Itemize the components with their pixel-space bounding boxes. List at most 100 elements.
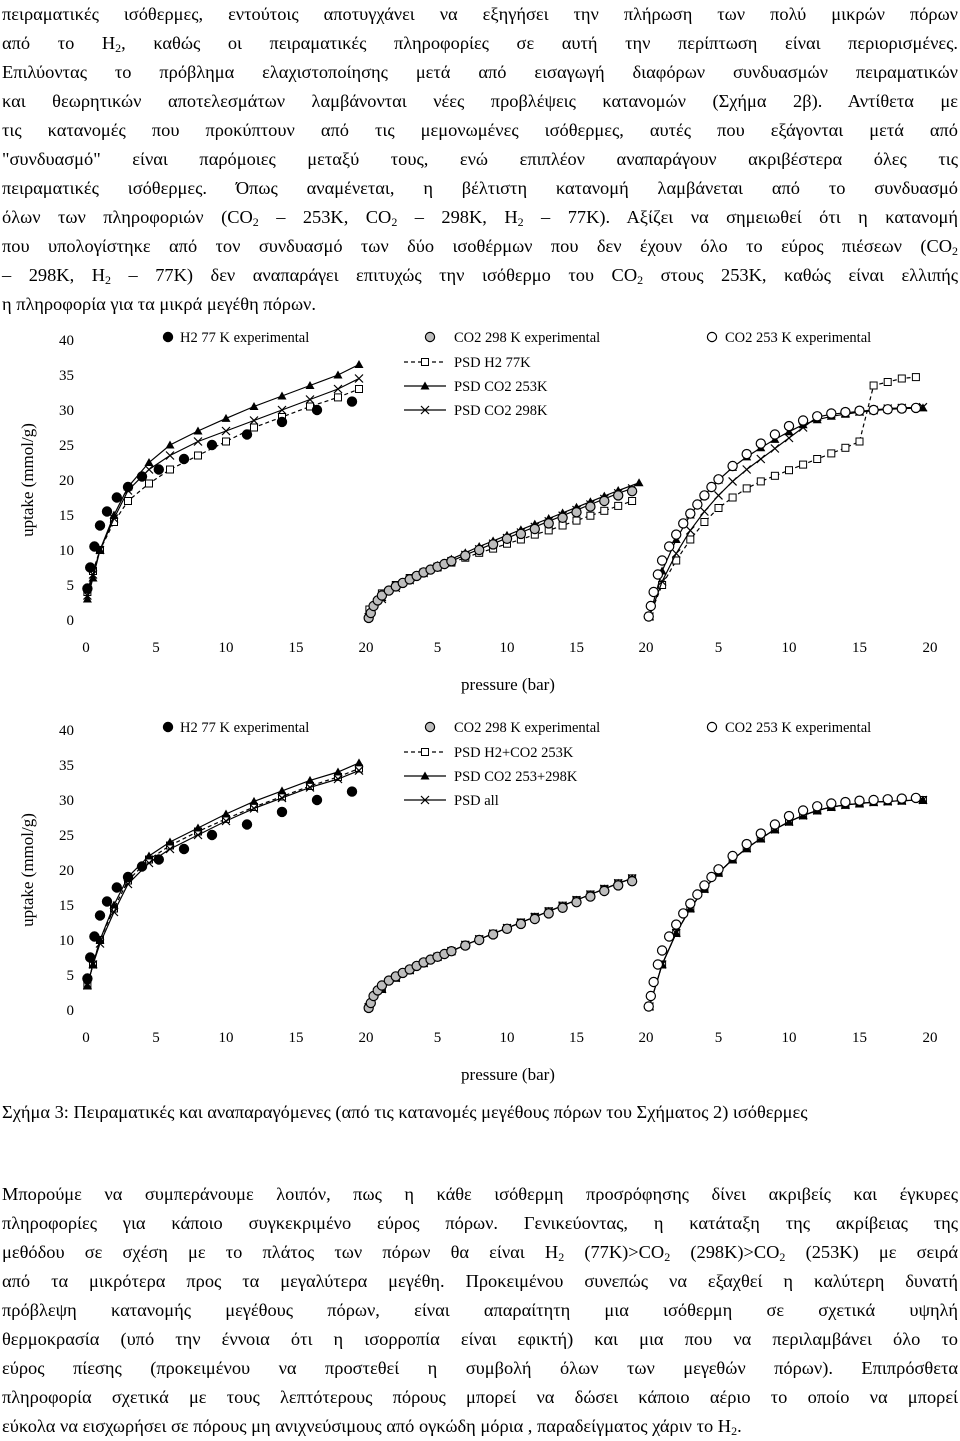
- data-point: [741, 448, 752, 460]
- data-point: [446, 555, 457, 567]
- paragraph-line: πληροφορία σχετικά με τους λεπτότερους π…: [2, 1387, 958, 1407]
- data-point: [714, 504, 723, 512]
- data-point: [354, 766, 364, 776]
- data-point: [420, 771, 430, 780]
- x-axis-label: pressure (bar): [461, 1065, 555, 1084]
- legend-label: CO2 298 K experimental: [454, 720, 600, 736]
- data-point-stroke: [193, 830, 203, 840]
- data-point: [144, 458, 154, 466]
- data-point: [136, 861, 148, 872]
- data-point-stroke: [221, 426, 231, 436]
- data-point: [421, 358, 429, 366]
- x-tick-label: 10: [219, 640, 234, 656]
- data-point: [193, 823, 203, 832]
- x-tick-label: 15: [852, 1030, 867, 1046]
- data-point: [276, 416, 288, 428]
- x-tick-label: 10: [782, 1030, 797, 1046]
- data-point: [166, 465, 174, 474]
- data-point: [882, 404, 893, 415]
- y-tick-label: 25: [59, 828, 74, 844]
- series-line: [86, 363, 360, 600]
- data-point: [354, 758, 364, 767]
- data-point: [910, 792, 922, 804]
- paragraph-line: Μπορούμε να συμπεράνουμε λοιπόν, πως η κ…: [2, 1184, 958, 1204]
- y-tick-label: 20: [59, 863, 74, 879]
- x-tick-label: 5: [152, 1030, 160, 1046]
- data-point: [460, 940, 471, 951]
- data-point: [770, 471, 779, 480]
- data-point: [421, 748, 429, 756]
- data-point: [742, 484, 751, 493]
- data-point: [770, 444, 780, 453]
- data-point: [89, 541, 100, 552]
- data-point: [136, 471, 148, 482]
- paragraph-line: από τα μικρότερα προς τα μεγαλύτερα μεγέ…: [2, 1271, 958, 1291]
- data-point: [656, 555, 668, 566]
- paragraph-line: πρόβλεψη κατανομής μεγέθους πόρων, είναι…: [2, 1300, 958, 1320]
- data-point: [122, 871, 134, 883]
- data-point: [685, 898, 696, 909]
- data-point: [896, 793, 908, 804]
- data-point: [869, 381, 878, 390]
- data-point: [277, 391, 287, 400]
- data-point: [346, 786, 358, 797]
- data-point: [94, 520, 106, 531]
- data-point: [543, 908, 554, 919]
- data-point: [222, 437, 230, 446]
- data-point-stroke: [333, 384, 343, 394]
- data-point: [713, 864, 724, 875]
- paragraph-line: "συνδυασμό" είναι παρόμοιες μεταξύ τους,…: [2, 149, 958, 169]
- data-point: [89, 931, 100, 942]
- data-point-stroke: [277, 793, 287, 803]
- data-point: [686, 535, 695, 544]
- data-point: [333, 767, 343, 776]
- data-point-stroke: [305, 395, 315, 404]
- data-point: [911, 373, 920, 382]
- legend-label: CO2 253 K experimental: [725, 330, 871, 346]
- data-point: [249, 416, 259, 425]
- data-point: [277, 405, 287, 415]
- data-point: [82, 973, 93, 984]
- data-point: [699, 880, 710, 891]
- data-point: [153, 854, 164, 865]
- y-tick-label: 5: [67, 578, 75, 594]
- x-tick-label: 20: [639, 640, 654, 656]
- legend-label: CO2 298 K experimental: [454, 330, 600, 346]
- data-point: [755, 828, 767, 839]
- series-psd-co2-298k: [364, 483, 637, 622]
- data-point: [144, 851, 154, 860]
- x-tick-label: 10: [219, 1030, 234, 1046]
- data-point: [797, 805, 809, 816]
- data-point-stroke: [420, 795, 430, 805]
- data-point: [586, 511, 595, 520]
- data-point: [501, 923, 513, 934]
- data-point: [95, 939, 105, 948]
- data-point: [122, 481, 134, 493]
- legend-label: CO2 253 K experimental: [725, 720, 871, 736]
- x-tick-label: 15: [289, 640, 304, 656]
- y-tick-label: 35: [59, 758, 74, 774]
- paragraph-line: πειραματικές ισόθερμες, εντούτοις αποτυγ…: [2, 4, 958, 24]
- data-point: [82, 583, 93, 594]
- data-point-stroke: [770, 444, 780, 453]
- data-point: [663, 541, 675, 552]
- data-point: [165, 440, 175, 449]
- data-point-stroke: [109, 907, 119, 917]
- data-point-stroke: [193, 437, 203, 446]
- series-line: [86, 377, 360, 596]
- data-point-stroke: [918, 795, 928, 805]
- legend-label: PSD all: [454, 793, 499, 809]
- x-tick-label: 10: [782, 640, 797, 656]
- y-axis-label: uptake (mmol/g): [18, 423, 37, 537]
- data-point: [250, 423, 258, 432]
- data-point: [613, 490, 624, 501]
- data-point: [812, 801, 823, 812]
- data-point: [728, 476, 738, 486]
- data-point: [474, 934, 485, 946]
- data-point: [145, 479, 153, 488]
- data-point-stroke: [714, 490, 723, 500]
- paragraph-line: όλων των πληροφοριών (CO2 – 253K, CO2 – …: [2, 207, 958, 229]
- data-point: [645, 990, 657, 1002]
- x-tick-label: 10: [500, 1030, 515, 1046]
- data-point: [741, 838, 752, 850]
